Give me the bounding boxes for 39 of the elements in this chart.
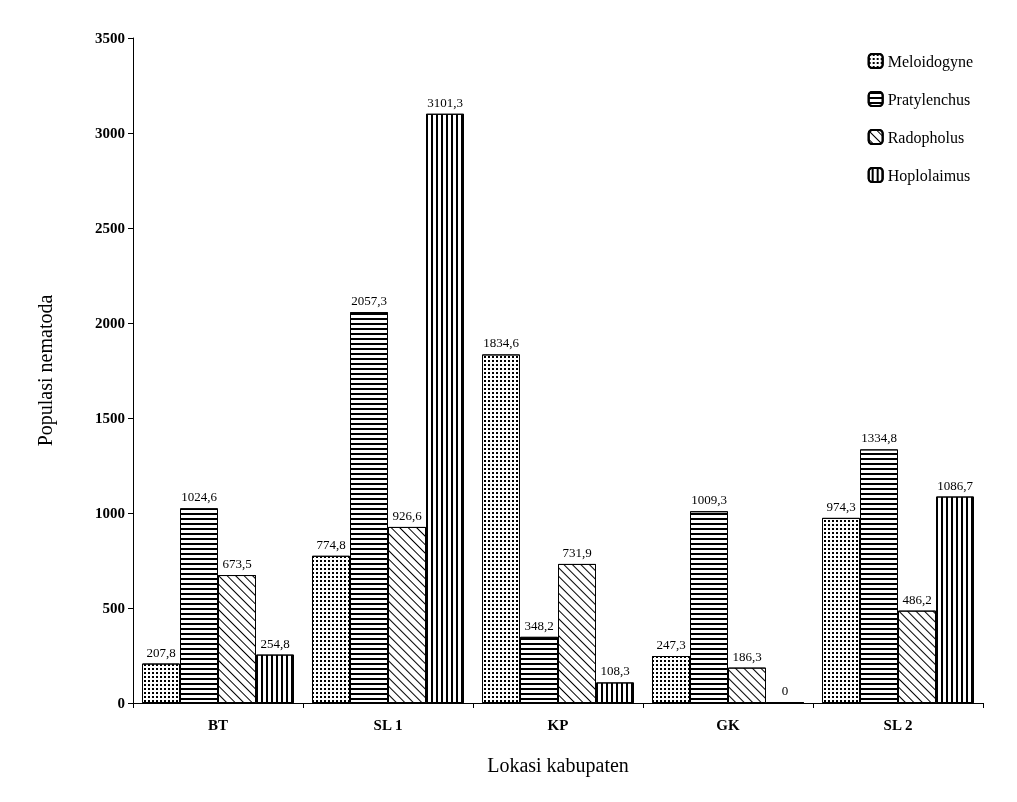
legend-label: Meloidogyne <box>887 52 974 71</box>
legend-label: Pratylenchus <box>887 90 971 109</box>
data-label: 2057,3 <box>351 293 387 309</box>
data-label: 1834,6 <box>483 335 520 351</box>
data-label: 1024,6 <box>181 489 218 505</box>
data-label: 3101,3 <box>427 94 463 110</box>
data-label: 348,2 <box>524 617 554 633</box>
legend-label: Hoplolaimus <box>887 166 971 185</box>
data-label: 974,3 <box>826 498 856 514</box>
data-label: 0 <box>781 683 789 698</box>
data-label: 186,3 <box>732 648 762 664</box>
x-tick-label: GK <box>716 716 740 733</box>
data-label: 1334,8 <box>861 430 897 446</box>
data-label: 108,3 <box>600 663 630 679</box>
y-axis-title: Populasi nematoda <box>34 294 57 447</box>
x-axis-title: Lokasi kabupaten <box>487 754 629 777</box>
data-label: 774,8 <box>316 536 346 552</box>
x-tick-label: BT <box>207 716 229 733</box>
data-label: 254,8 <box>260 635 290 651</box>
data-label: 673,5 <box>222 556 252 572</box>
data-label: 486,2 <box>902 591 932 607</box>
y-tick-label: 2500 <box>95 220 125 236</box>
y-tick-label: 2000 <box>95 315 125 331</box>
y-tick-label: 500 <box>102 600 125 616</box>
data-label: 247,3 <box>656 637 686 653</box>
legend-label: Radopholus <box>887 128 965 147</box>
data-label: 207,8 <box>146 644 176 660</box>
data-label: 731,9 <box>562 544 592 560</box>
y-tick-label: 3000 <box>95 125 125 141</box>
y-tick-label: 1000 <box>95 505 125 521</box>
y-tick-label: 0 <box>117 695 125 711</box>
y-tick-label: 1500 <box>95 410 125 426</box>
x-tick-label: KP <box>547 716 569 733</box>
y-tick-label: 3500 <box>95 30 125 46</box>
data-label: 1009,3 <box>691 492 727 508</box>
data-label: 926,6 <box>392 507 423 523</box>
data-label: 1086,7 <box>937 477 974 493</box>
x-tick-label: SL 1 <box>373 716 403 733</box>
x-tick-label: SL 2 <box>883 716 913 733</box>
